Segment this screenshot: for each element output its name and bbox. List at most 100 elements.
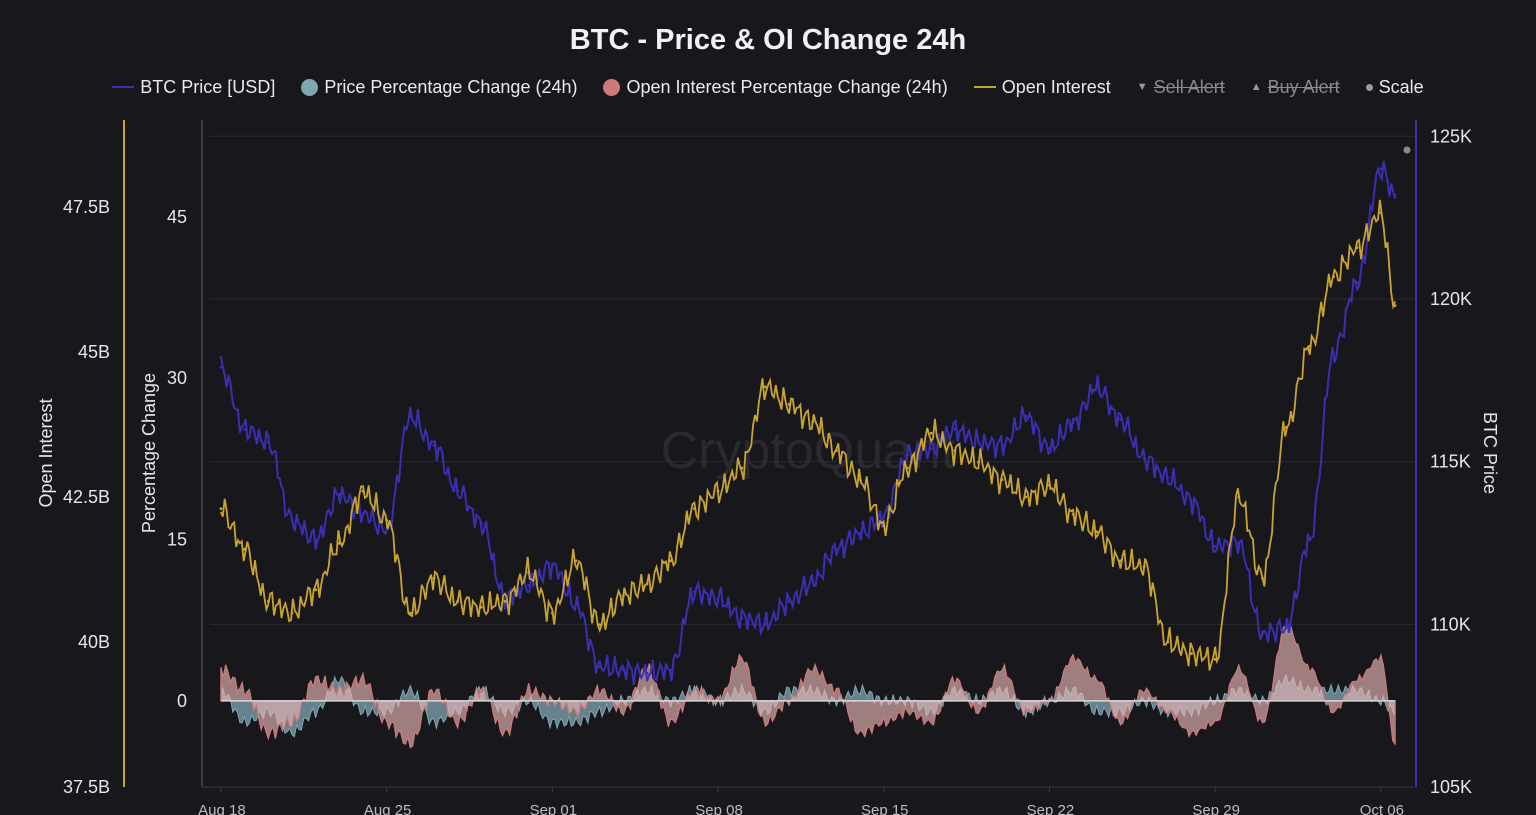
btc-price-point-20	[692, 590, 696, 594]
chart-title: BTC - Price & OI Change 24h	[569, 24, 967, 56]
open-interest-point-49	[1379, 211, 1383, 215]
open-interest-point-31	[953, 449, 957, 452]
open-interest-point-23	[763, 385, 767, 389]
btc-price-point-45	[1284, 626, 1288, 629]
open-interest-point-6	[361, 489, 365, 493]
open-interest-line	[220, 199, 1396, 671]
oi-tick-label-4: 37.5B	[63, 777, 110, 797]
legend-item-open-interest[interactable]: Open Interest	[973, 76, 1111, 98]
open-interest-point-48	[1355, 246, 1359, 250]
open-interest-point-18	[645, 582, 649, 586]
x-tick-label-6: Sep 29	[1192, 802, 1240, 815]
legend-item-price-pct[interactable]: Price Percentage Change (24h)	[301, 77, 577, 98]
btc-price-point-25	[811, 580, 815, 584]
oi-axis-title: Open Interest	[36, 398, 56, 507]
triangle-down-icon: ▼	[1136, 81, 1148, 93]
btc-price-point-22	[740, 616, 744, 620]
legend-label-buy-alert: Buy Alert	[1267, 76, 1340, 97]
price-tick-label-3: 110K	[1430, 614, 1471, 634]
open-interest-point-20	[692, 507, 696, 510]
open-interest-point-26	[835, 449, 838, 452]
legend-swatch-btc-price	[112, 86, 135, 88]
oi-tick-label-3: 40B	[78, 632, 110, 652]
legend: BTC Price [USD] Price Percentage Change …	[0, 72, 1536, 102]
btc-price-point-34	[1024, 414, 1028, 418]
pct-tick-label-2: 15	[167, 530, 187, 550]
btc-price-point-42	[1213, 544, 1217, 548]
btc-price-point-14	[550, 564, 554, 568]
open-interest-point-2	[266, 600, 270, 603]
open-interest-point-9	[432, 576, 436, 580]
btc-price-point-15	[574, 603, 578, 607]
open-interest-point-8	[408, 611, 412, 615]
btc-price-point-47	[1332, 352, 1335, 356]
legend-item-btc-price[interactable]: BTC Price [USD]	[112, 77, 275, 98]
btc-price-point-0	[219, 365, 223, 369]
open-interest-point-24	[787, 402, 791, 406]
legend-label-oi-pct: Open Interest Percentage Change (24h)	[626, 76, 948, 97]
price-tick-label-0: 125K	[1430, 126, 1472, 146]
legend-swatch-oi-pct	[603, 78, 621, 96]
btc-price-point-6	[361, 512, 365, 516]
btc-price-point-4	[314, 538, 318, 542]
pct-tick-label-0: 45	[167, 207, 187, 227]
btc-price-point-2	[266, 440, 270, 444]
open-interest-point-44	[1261, 576, 1264, 580]
legend-item-oi-pct[interactable]: Open Interest Percentage Change (24h)	[603, 76, 948, 98]
btc-price-point-1	[243, 427, 247, 431]
price-tick-label-4: 105K	[1430, 777, 1472, 797]
oi-tick-label-2: 42.5B	[63, 487, 110, 507]
open-interest-point-42	[1213, 658, 1217, 661]
btc-price-point-48	[1355, 281, 1359, 285]
btc-price-point-12	[503, 596, 507, 600]
open-interest-point-29	[906, 466, 909, 470]
btc-price-point-44	[1261, 632, 1264, 636]
open-interest-point-14	[550, 611, 554, 615]
legend-item-scale[interactable]: Scale	[1365, 77, 1424, 98]
x-tick-label-3: Sep 08	[695, 802, 743, 815]
open-interest-point-1	[243, 547, 247, 551]
btc-price-point-17	[621, 668, 625, 672]
btc-price-line	[219, 160, 1397, 685]
btc-price-point-18	[645, 671, 649, 675]
btc-price-point-46	[1308, 538, 1312, 542]
legend-item-buy-alert[interactable]: ▲ Buy Alert	[1251, 77, 1340, 98]
open-interest-point-19	[669, 559, 673, 563]
open-interest-point-32	[977, 460, 980, 464]
btc-price-point-33	[1000, 443, 1004, 447]
x-tick-label-7: Oct 06	[1360, 802, 1404, 815]
btc-price-point-16	[598, 665, 602, 669]
price-tick-label-1: 120K	[1430, 289, 1472, 309]
oi-pct-area	[220, 624, 1396, 749]
open-interest-point-7	[385, 518, 389, 522]
btc-price-point-40	[1166, 476, 1170, 480]
open-interest-point-27	[858, 478, 862, 481]
btc-price-point-3	[290, 518, 294, 522]
btc-price-point-10	[456, 489, 460, 493]
btc-price-point-19	[669, 668, 673, 672]
dot-icon	[1365, 83, 1373, 91]
open-interest-point-45	[1284, 426, 1288, 429]
btc-price-point-37	[1095, 385, 1099, 389]
watermark: CryptoQuant	[661, 422, 956, 480]
open-interest-point-41	[1190, 652, 1193, 655]
open-interest-point-35	[1048, 484, 1051, 487]
btc-price-point-28	[882, 515, 886, 519]
price-tick-label-2: 115K	[1430, 452, 1471, 472]
open-interest-point-5	[337, 542, 341, 545]
oi-tick-label-0: 47.5B	[63, 197, 110, 217]
btc-price-point-27	[858, 531, 862, 535]
open-interest-point-0	[219, 507, 223, 510]
open-interest-point-16	[598, 623, 602, 626]
legend-label-open-interest: Open Interest	[1001, 76, 1111, 97]
scale-marker	[1403, 146, 1411, 154]
open-interest-point-3	[290, 611, 294, 615]
legend-item-sell-alert[interactable]: ▼ Sell Alert	[1137, 77, 1225, 98]
btc-price-point-30	[929, 447, 933, 451]
open-interest-point-30	[929, 431, 933, 435]
open-interest-point-39	[1142, 565, 1146, 568]
legend-swatch-price-pct	[301, 78, 319, 96]
pct-tick-label-3: 0	[177, 691, 187, 711]
x-tick-label-1: Aug 25	[364, 802, 412, 815]
open-interest-point-12	[503, 600, 507, 603]
